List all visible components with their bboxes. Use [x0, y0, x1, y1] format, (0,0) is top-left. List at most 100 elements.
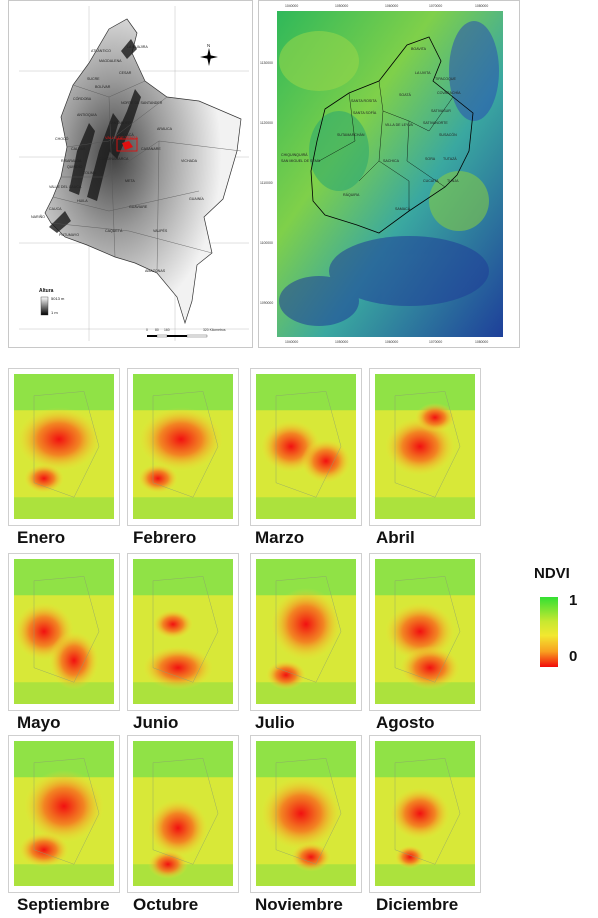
y-tick-label: 1120000 — [260, 121, 273, 125]
region-label: MAGDALENA — [99, 59, 122, 63]
region-label: META — [125, 179, 135, 183]
municipality-label: TIPACOQUE — [435, 77, 456, 81]
region-label: BOLÍVAR — [95, 85, 111, 89]
y-tick-label: 1100000 — [260, 241, 273, 245]
x-tick-label: 1080000 — [475, 4, 489, 8]
ndvi-raster — [133, 741, 233, 886]
month-label: Junio — [133, 713, 179, 732]
y-tick-label: 1130000 — [260, 61, 273, 65]
municipality-label: RÁQUIRA — [343, 193, 360, 197]
month-label: Marzo — [255, 528, 305, 547]
municipality-label: VILLA DE LEYVA — [385, 123, 413, 127]
x-tick-label-bottom: 1060000 — [385, 340, 399, 344]
region-label: RISARALDA — [61, 159, 82, 163]
region-label: PUTUMAYO — [59, 233, 80, 237]
x-tick-label-bottom: 1050000 — [335, 340, 349, 344]
region-label: CASANARE — [141, 147, 161, 151]
ndvi-map-tile — [250, 368, 362, 526]
ndvi-raster — [256, 374, 356, 519]
ndvi-map-tile — [127, 735, 239, 893]
x-tick-label: 1060000 — [385, 4, 399, 8]
ndvi-raster — [256, 741, 356, 886]
month-label: Septiembre — [17, 895, 110, 914]
colombia-overview-map: LA GUAJIRA MAGDALENA ATLÁNTICO CESAR BOL… — [8, 0, 253, 348]
region-label: SUCRE — [87, 77, 100, 81]
region-label: AMAZONAS — [145, 269, 166, 273]
study-area-marker — [122, 141, 133, 150]
scale-label: 0 — [146, 328, 148, 332]
ndvi-raster — [14, 374, 114, 519]
y-tick-label: 1110000 — [260, 181, 273, 185]
ndvi-raster — [375, 741, 475, 886]
ndvi-map-tile — [8, 735, 120, 893]
ndvi-legend: NDVI 1 0 — [525, 565, 585, 675]
ndvi-map-tile — [127, 368, 239, 526]
region-label: CAQUETÁ — [105, 229, 123, 233]
municipality-label: LA UVITA — [415, 71, 431, 75]
region-label: TOLIMA — [83, 171, 97, 175]
ndvi-raster — [14, 559, 114, 704]
colombia-map-graphic — [19, 6, 249, 341]
ndvi-legend-max: 1 — [569, 592, 578, 609]
north-arrow — [200, 48, 218, 66]
region-label: ATLÁNTICO — [91, 49, 111, 53]
month-label: Noviembre — [255, 895, 343, 914]
region-label: CHOCÓ — [55, 137, 69, 141]
region-label: SANTANDER — [109, 121, 131, 125]
ndvi-map-tile — [8, 368, 120, 526]
region-label: CÓRDOBA — [73, 97, 92, 101]
month-label: Diciembre — [376, 895, 459, 914]
municipality-label: CUCAITA — [423, 179, 439, 183]
study-area-detail-map: BOAVITA LA UVITA SOATÁ SATIVANORTE SUSAC… — [258, 0, 520, 348]
municipality-label: SAN MIGUEL DE SEMA — [281, 159, 321, 163]
x-tick-label-bottom: 1040000 — [285, 340, 299, 344]
municipality-label: COVARACHÍA — [437, 91, 461, 95]
ndvi-map-tile — [369, 735, 481, 893]
ndvi-raster — [375, 559, 475, 704]
scale-bar — [147, 334, 208, 338]
municipality-label: TUNJA — [447, 179, 459, 183]
region-label: VICHADA — [181, 159, 197, 163]
municipality-label: SATIVASUR — [431, 109, 451, 113]
month-label: Agosto — [376, 713, 435, 732]
altitude-legend-bar — [40, 296, 49, 316]
study-area-boundary — [310, 36, 474, 234]
month-label: Mayo — [17, 713, 61, 732]
ndvi-map-tile — [250, 735, 362, 893]
ndvi-legend-title: NDVI — [534, 565, 570, 582]
ndvi-raster — [133, 374, 233, 519]
x-tick-label: 1070000 — [429, 4, 443, 8]
y-tick-label: 1090000 — [260, 301, 274, 305]
month-label: Julio — [255, 713, 295, 732]
ndvi-raster — [133, 559, 233, 704]
x-tick-label: 1040000 — [285, 4, 299, 8]
municipality-label: BOAVITA — [411, 47, 427, 51]
ndvi-map-tile — [250, 553, 362, 711]
ndvi-raster — [256, 559, 356, 704]
municipality-label: SAMACÁ — [395, 207, 411, 211]
ndvi-raster — [14, 741, 114, 886]
altitude-legend-min: 1 m — [51, 310, 58, 315]
municipality-label: SATIVANORTE — [423, 121, 448, 125]
municipality-label: SOATÁ — [399, 93, 411, 97]
ndvi-legend-min: 0 — [569, 648, 578, 665]
region-label: LA GUAJIRA — [127, 45, 148, 49]
scale-label: 160 — [164, 328, 170, 332]
region-label: NARIÑO — [31, 215, 45, 219]
region-label: QUINDÍO — [67, 165, 83, 169]
month-label: Enero — [17, 528, 66, 547]
ndvi-raster — [375, 374, 475, 519]
region-label: NORTE DE SANTANDER — [121, 101, 163, 105]
region-label: ARAUCA — [157, 127, 172, 131]
ndvi-map-tile — [8, 553, 120, 711]
scale-label: 80 — [155, 328, 159, 332]
study-area-label: VALLE DE TENZA — [105, 135, 138, 140]
municipality-label: SUSACÓN — [439, 133, 457, 137]
month-label: Octubre — [133, 895, 199, 914]
municipality-label: SORA — [425, 157, 436, 161]
region-label: BOYACÁ — [119, 133, 134, 137]
ndvi-map-tile — [127, 553, 239, 711]
region-label: VAUPÉS — [153, 229, 168, 233]
municipality-label: SUTAMARCHÁN — [337, 133, 365, 137]
region-label: CUNDINAMARCA — [99, 157, 129, 161]
